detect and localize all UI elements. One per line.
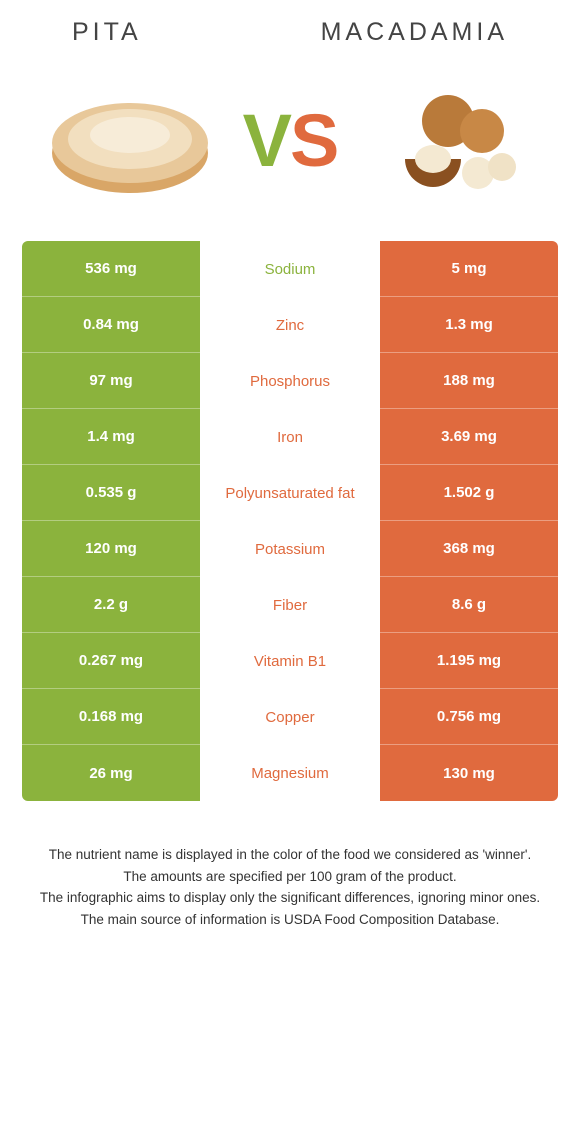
- left-value-cell: 26 mg: [22, 745, 200, 801]
- nutrient-label: Fiber: [200, 577, 380, 633]
- nutrient-label: Potassium: [200, 521, 380, 577]
- left-value-cell: 0.168 mg: [22, 689, 200, 745]
- footnote-line: The nutrient name is displayed in the co…: [30, 845, 550, 865]
- macadamia-icon: [360, 71, 540, 211]
- left-food-title: Pita: [72, 18, 142, 47]
- vs-label: VS: [243, 104, 338, 178]
- table-row: 2.2 gFiber8.6 g: [22, 577, 558, 633]
- left-value-cell: 536 mg: [22, 241, 200, 297]
- nutrient-label: Copper: [200, 689, 380, 745]
- nutrient-label: Polyunsaturated fat: [200, 465, 380, 521]
- left-value-cell: 2.2 g: [22, 577, 200, 633]
- pita-icon: [40, 71, 220, 211]
- table-row: 120 mgPotassium368 mg: [22, 521, 558, 577]
- table-row: 1.4 mgIron3.69 mg: [22, 409, 558, 465]
- right-value-cell: 1.502 g: [380, 465, 558, 521]
- table-row: 0.84 mgZinc1.3 mg: [22, 297, 558, 353]
- nutrient-label: Magnesium: [200, 745, 380, 801]
- right-value-cell: 1.195 mg: [380, 633, 558, 689]
- right-food-title: Macadamia: [321, 18, 508, 47]
- table-row: 0.267 mgVitamin B11.195 mg: [22, 633, 558, 689]
- left-value-cell: 97 mg: [22, 353, 200, 409]
- hero-row: VS: [22, 71, 558, 211]
- nutrient-label: Sodium: [200, 241, 380, 297]
- footnote-line: The infographic aims to display only the…: [30, 888, 550, 908]
- nutrient-label: Vitamin B1: [200, 633, 380, 689]
- nutrient-label: Iron: [200, 409, 380, 465]
- footnote-line: The amounts are specified per 100 gram o…: [30, 867, 550, 887]
- table-row: 26 mgMagnesium130 mg: [22, 745, 558, 801]
- nutrient-label: Phosphorus: [200, 353, 380, 409]
- nutrient-comparison-table: 536 mgSodium5 mg0.84 mgZinc1.3 mg97 mgPh…: [22, 241, 558, 801]
- right-value-cell: 0.756 mg: [380, 689, 558, 745]
- nutrient-label: Zinc: [200, 297, 380, 353]
- table-row: 97 mgPhosphorus188 mg: [22, 353, 558, 409]
- vs-s: S: [290, 99, 337, 182]
- right-value-cell: 130 mg: [380, 745, 558, 801]
- table-row: 0.535 gPolyunsaturated fat1.502 g: [22, 465, 558, 521]
- left-value-cell: 0.267 mg: [22, 633, 200, 689]
- right-value-cell: 3.69 mg: [380, 409, 558, 465]
- left-value-cell: 0.535 g: [22, 465, 200, 521]
- right-value-cell: 5 mg: [380, 241, 558, 297]
- left-value-cell: 120 mg: [22, 521, 200, 577]
- right-value-cell: 368 mg: [380, 521, 558, 577]
- left-value-cell: 0.84 mg: [22, 297, 200, 353]
- footnote-line: The main source of information is USDA F…: [30, 910, 550, 930]
- right-value-cell: 1.3 mg: [380, 297, 558, 353]
- table-row: 0.168 mgCopper0.756 mg: [22, 689, 558, 745]
- header-titles: Pita Macadamia: [22, 18, 558, 47]
- right-value-cell: 8.6 g: [380, 577, 558, 633]
- vs-v: V: [243, 99, 290, 182]
- right-value-cell: 188 mg: [380, 353, 558, 409]
- table-row: 536 mgSodium5 mg: [22, 241, 558, 297]
- left-value-cell: 1.4 mg: [22, 409, 200, 465]
- footnotes: The nutrient name is displayed in the co…: [22, 845, 558, 929]
